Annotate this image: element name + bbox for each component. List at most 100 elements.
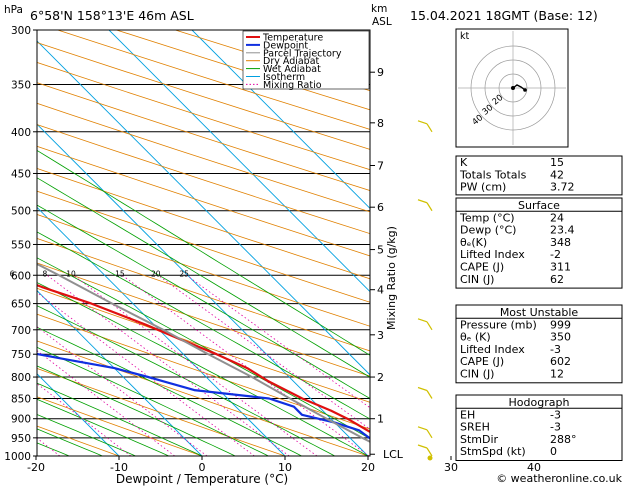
pressure-label-700: 700 <box>11 325 31 337</box>
most-unstable-label-1: θₑ (K) <box>460 331 491 344</box>
legend-label-2: Parcel Trajectory <box>263 48 342 59</box>
background-lines <box>37 30 370 456</box>
wet-adiabat-24 <box>37 257 370 440</box>
dry-adiabat-20 <box>37 340 369 456</box>
x-tick-label-10: 10 <box>278 461 292 474</box>
most-unstable-value-2: -3 <box>550 343 561 356</box>
surface-value-1: 23.4 <box>550 224 575 237</box>
most-unstable-label-4: CIN (J) <box>460 368 494 381</box>
hodograph-indices-label-1: SREH <box>460 421 490 434</box>
hodograph-indices-value-1: -3 <box>550 421 561 434</box>
wind-barb-flag-500 <box>417 199 428 204</box>
mixing-ratio-line-10 <box>73 274 318 456</box>
wind-barbs <box>417 120 433 461</box>
km-label-1: 1 <box>377 413 384 426</box>
dry-adiabat-0 <box>37 396 203 456</box>
hodograph-trace <box>512 84 526 91</box>
mixing-ratio-label-8: 8 <box>42 269 47 278</box>
dry-adiabat-30 <box>37 313 370 430</box>
pressure-label-600: 600 <box>11 270 31 282</box>
wind-barb-500 <box>426 202 433 212</box>
dry-adiabat-40 <box>37 287 370 403</box>
wet-adiabat-36 <box>37 177 370 378</box>
dry-adiabat-150 <box>37 42 370 150</box>
series-parcel-trajectory <box>37 262 370 443</box>
wind-barb-950 <box>426 429 433 439</box>
mixing-ratio-label-20: 20 <box>151 269 161 278</box>
isotherm-40 <box>108 30 370 293</box>
mixing-ratio-line-8 <box>46 274 290 456</box>
sounding-lines <box>37 262 370 443</box>
dry-adiabat-70 <box>37 214 370 327</box>
km-unit: km <box>371 3 387 15</box>
km-label-7: 7 <box>377 160 384 173</box>
surface-box <box>455 197 623 289</box>
indices-top-label-1: Totals Totals <box>459 168 527 181</box>
km-label-2: 2 <box>377 371 384 384</box>
pressure-label-300: 300 <box>11 25 31 37</box>
indices-top-box <box>455 155 623 196</box>
pressure-label-750: 750 <box>11 349 31 361</box>
copyright: © weatheronline.co.uk <box>496 472 622 485</box>
surface-title: Surface <box>518 199 560 212</box>
hodograph-storm-motion <box>523 88 527 92</box>
km-label-3: 3 <box>377 329 384 342</box>
wet-adiabat-32 <box>37 204 370 399</box>
x-tick-label-20: 20 <box>361 461 375 474</box>
dry-adiabat-50 <box>37 262 370 377</box>
axes: 3003504004505005506006507007508008509009… <box>4 25 541 474</box>
surface-label-3: Lifted Index <box>460 248 525 261</box>
series-temperature <box>37 283 370 434</box>
most-unstable-title: Most Unstable <box>500 306 579 319</box>
isotherm-0 <box>37 289 203 456</box>
surface-label-2: θₑ(K) <box>460 236 487 249</box>
dry-adiabat-120 <box>37 102 370 213</box>
wind-barb-flag-1000 <box>417 444 428 449</box>
km-label-5: 5 <box>377 244 384 257</box>
most-unstable-label-2: Lifted Index <box>460 343 525 356</box>
series-dewpoint <box>37 352 370 440</box>
km-label-9: 9 <box>377 66 384 79</box>
wind-barb-1000 <box>426 447 433 457</box>
hodograph-indices-box <box>455 394 623 461</box>
legend-label-3: Dry Adiabat <box>263 56 320 67</box>
pressure-label-950: 950 <box>11 433 31 445</box>
isotherm-50 <box>191 30 370 210</box>
dry-adiabat-110 <box>37 124 370 235</box>
hodograph-indices-value-0: -3 <box>550 408 561 421</box>
mixing-ratio-line-3 <box>37 350 175 456</box>
km-label-4: 4 <box>377 284 384 297</box>
wet-adiabat-20 <box>37 282 369 456</box>
legend-label-1: Dewpoint <box>263 40 308 51</box>
wet-adiabat-16 <box>37 305 335 456</box>
surface-value-5: 62 <box>550 273 564 286</box>
mixing-ratio-label-6: 6 <box>10 269 15 278</box>
surface-value-0: 24 <box>550 211 564 224</box>
wind-barb-700 <box>426 321 433 331</box>
most-unstable-label-3: CAPE (J) <box>460 355 504 368</box>
wet-adiabat-4 <box>37 365 236 456</box>
x-tick-label--20: -20 <box>27 461 45 474</box>
surface-value-2: 348 <box>550 236 571 249</box>
hodograph-indices-value-3: 0 <box>550 445 557 458</box>
indices-top-label-0: K <box>460 156 468 169</box>
dry-adiabat-140 <box>37 61 370 171</box>
indices-top-value-1: 42 <box>550 168 564 181</box>
pressure-label-500: 500 <box>11 206 31 218</box>
surface-label-4: CAPE (J) <box>460 261 504 274</box>
hodograph-indices-label-2: StmDir <box>460 433 499 446</box>
indices-top-value-2: 3.72 <box>550 181 575 194</box>
x-tick-label-40: 40 <box>527 461 541 474</box>
surface-value-3: -2 <box>550 248 561 261</box>
isotherm-10 <box>37 206 286 456</box>
legend-label-5: Isotherm <box>263 72 305 83</box>
most-unstable-value-1: 350 <box>550 331 571 344</box>
indices-table: K 15 Totals Totals 42 PW (cm) 3.72 SurfaceTemp… <box>455 155 623 461</box>
pressure-label-650: 650 <box>11 299 31 311</box>
most-unstable-value-3: 602 <box>550 355 571 368</box>
wet-adiabat--4 <box>37 398 169 456</box>
hodograph-indices-label-0: EH <box>460 408 475 421</box>
plot-frame <box>36 29 371 457</box>
